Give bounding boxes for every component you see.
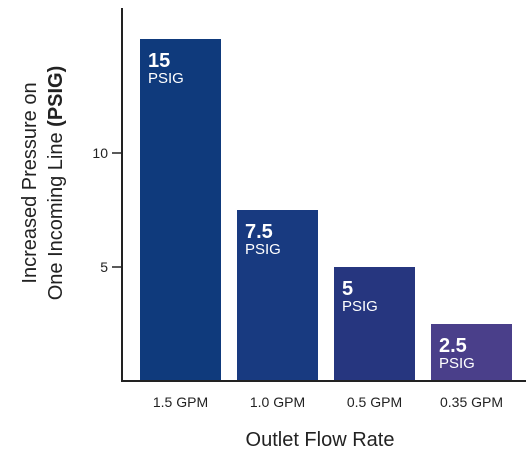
y-axis-title: Increased Pressure on One Incoming Line … bbox=[19, 66, 67, 301]
x-axis-title: Outlet Flow Rate bbox=[246, 429, 395, 451]
axes bbox=[121, 8, 526, 382]
x-tick-label: 0.5 GPM bbox=[347, 394, 402, 410]
y-axis-title-unit: (PSIG) bbox=[45, 66, 67, 127]
bar-value-label: 7.5 bbox=[245, 221, 273, 243]
bar-unit-label: PSIG bbox=[342, 298, 378, 315]
x-tick-label: 1.5 GPM bbox=[153, 394, 208, 410]
bars bbox=[140, 39, 512, 381]
x-tick-label: 1.0 GPM bbox=[250, 394, 305, 410]
bar-unit-label: PSIG bbox=[148, 70, 184, 87]
bar-value-label: 2.5 bbox=[439, 335, 467, 357]
bar bbox=[431, 324, 512, 381]
bar bbox=[140, 39, 221, 381]
y-axis-title-line2-text: One Incoming Line bbox=[45, 127, 67, 300]
y-tick-label: 5 bbox=[100, 259, 108, 275]
bar-unit-label: PSIG bbox=[245, 241, 281, 258]
bar bbox=[334, 267, 415, 381]
y-tick-label: 10 bbox=[92, 145, 108, 161]
bar-value-label: 15 bbox=[148, 50, 170, 72]
x-tick-label: 0.35 GPM bbox=[440, 394, 503, 410]
bar-unit-label: PSIG bbox=[439, 355, 475, 372]
y-axis-title-line1: Increased Pressure on bbox=[19, 82, 41, 283]
bar bbox=[237, 210, 318, 381]
y-axis-ticks: 5 10 bbox=[92, 145, 122, 275]
bar-value-label: 5 bbox=[342, 278, 353, 300]
x-axis-tick-labels: 1.5 GPM 1.0 GPM 0.5 GPM 0.35 GPM bbox=[153, 394, 503, 410]
y-axis-title-line2: One Incoming Line (PSIG) bbox=[45, 66, 67, 301]
